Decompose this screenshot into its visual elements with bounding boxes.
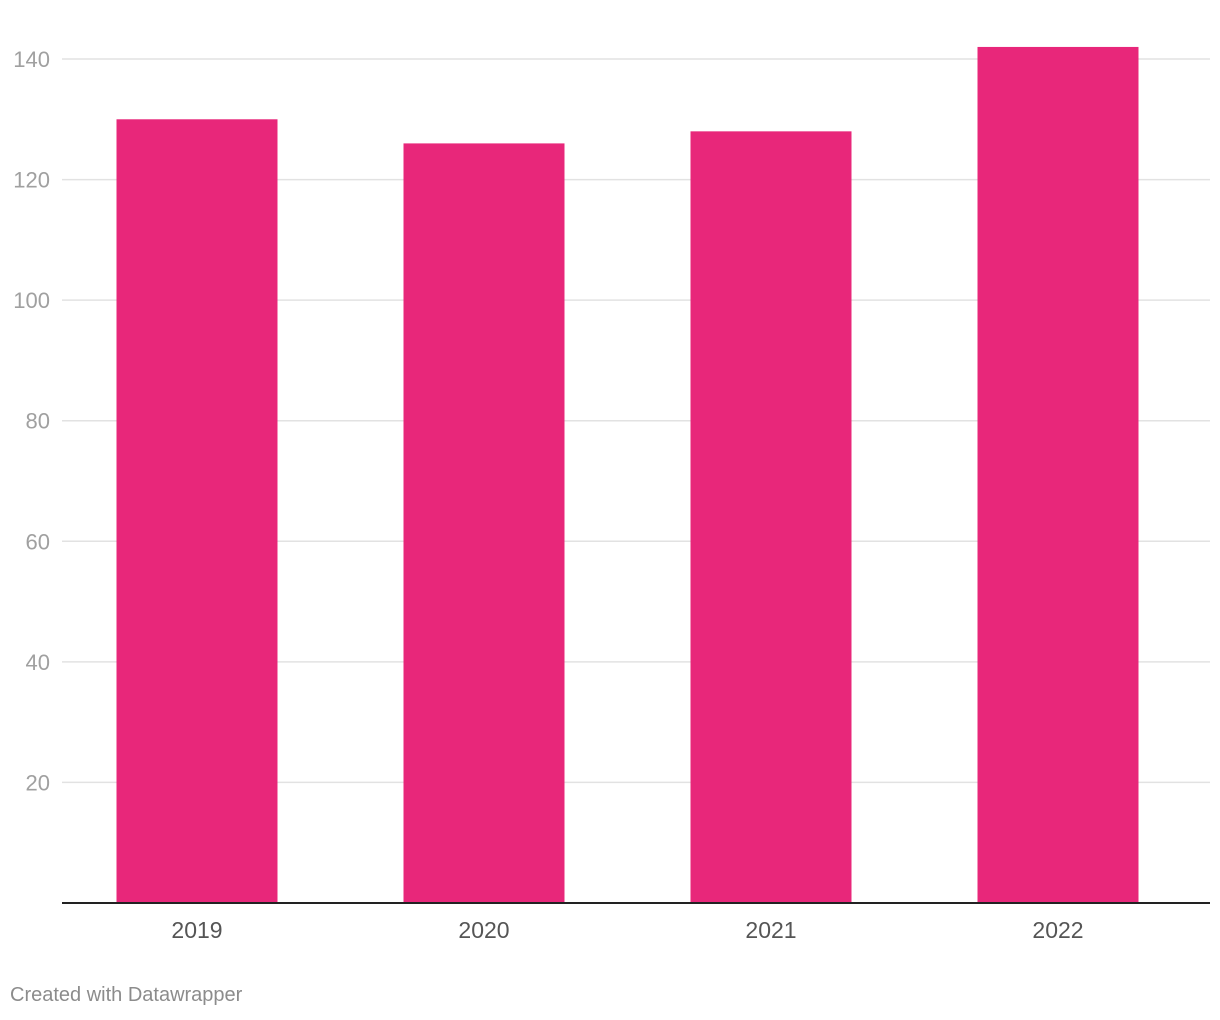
y-tick-label: 40 bbox=[26, 650, 50, 675]
bar-2021 bbox=[690, 131, 852, 904]
x-tick-label: 2022 bbox=[1032, 917, 1083, 943]
bar-chart: 20 40 60 80 100 120 140 2019 2020 2021 2022 bbox=[13, 46, 1210, 943]
bar-2022 bbox=[977, 46, 1139, 903]
bar-2020 bbox=[403, 143, 565, 903]
y-tick-label: 100 bbox=[13, 288, 50, 313]
y-tick-label: 80 bbox=[26, 409, 50, 434]
y-tick-label: 60 bbox=[26, 529, 50, 554]
y-axis-ticks: 20 40 60 80 100 120 140 bbox=[13, 47, 50, 795]
y-tick-label: 20 bbox=[26, 770, 50, 795]
datawrapper-credit: Created with Datawrapper bbox=[10, 984, 243, 1006]
y-tick-label: 120 bbox=[13, 168, 50, 193]
bars bbox=[116, 46, 1139, 904]
x-tick-label: 2019 bbox=[171, 917, 222, 943]
bar-2019 bbox=[116, 119, 278, 904]
x-tick-label: 2021 bbox=[745, 917, 796, 943]
y-tick-label: 140 bbox=[13, 47, 50, 72]
x-axis-ticks: 2019 2020 2021 2022 bbox=[171, 917, 1083, 943]
x-tick-label: 2020 bbox=[458, 917, 509, 943]
